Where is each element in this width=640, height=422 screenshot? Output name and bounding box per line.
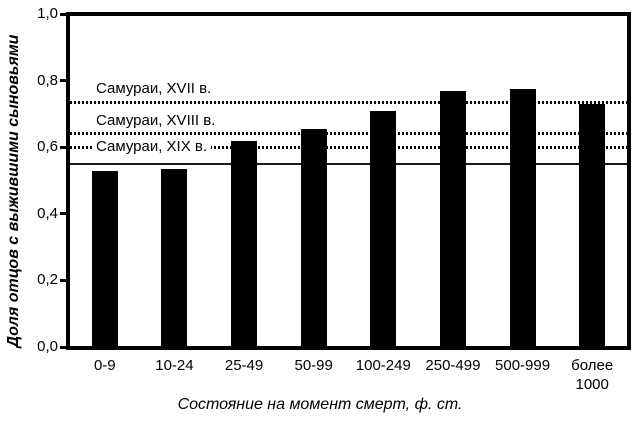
y-tick-mark xyxy=(60,145,67,149)
y-tick-mark xyxy=(60,212,67,216)
bar xyxy=(91,170,118,346)
y-tick-mark xyxy=(60,345,67,349)
bar xyxy=(231,140,258,346)
x-category-label: более 1000 xyxy=(571,357,614,393)
bar xyxy=(161,168,188,346)
y-tick-mark xyxy=(60,12,67,16)
plot-area-frame xyxy=(66,12,631,350)
reference-line xyxy=(70,162,627,165)
reference-line xyxy=(70,100,627,104)
y-tick-label: 0,0 xyxy=(37,338,58,355)
x-category-label: 500-999 xyxy=(495,357,551,374)
bar xyxy=(439,90,466,346)
y-tick-mark xyxy=(60,278,67,282)
reference-line-label: Самураи, XVIII в. xyxy=(96,111,216,129)
x-axis-title: Состояние на момент смерт, ф. ст. xyxy=(177,396,463,413)
bar xyxy=(509,88,536,346)
reference-line-label: Самураи, XIX в. xyxy=(92,138,212,157)
x-category-label: 50-99 xyxy=(294,357,333,374)
reference-line xyxy=(70,132,627,136)
x-category-label: 0-9 xyxy=(93,357,116,374)
reference-line-label: Самураи, XVII в. xyxy=(96,80,212,98)
plot-area: Самураи, XVII в. Самураи, XVIII в. Самураи… xyxy=(70,16,627,346)
y-tick-mark xyxy=(60,79,67,83)
y-tick-label: 0,6 xyxy=(37,138,58,156)
x-category-label: 100-249 xyxy=(355,357,411,374)
x-category-label: 250-499 xyxy=(425,357,481,374)
y-tick-label: 0,8 xyxy=(37,71,58,89)
bar xyxy=(300,128,327,346)
reference-line xyxy=(70,145,627,149)
bar xyxy=(579,103,606,346)
x-category-label: 10-24 xyxy=(155,357,194,374)
y-tick-label: 0,4 xyxy=(37,204,58,222)
bar xyxy=(370,110,397,346)
y-tick-label: 1,0 xyxy=(37,5,58,22)
y-tick-label: 0,2 xyxy=(37,271,58,289)
x-category-label: 25-49 xyxy=(224,357,264,374)
